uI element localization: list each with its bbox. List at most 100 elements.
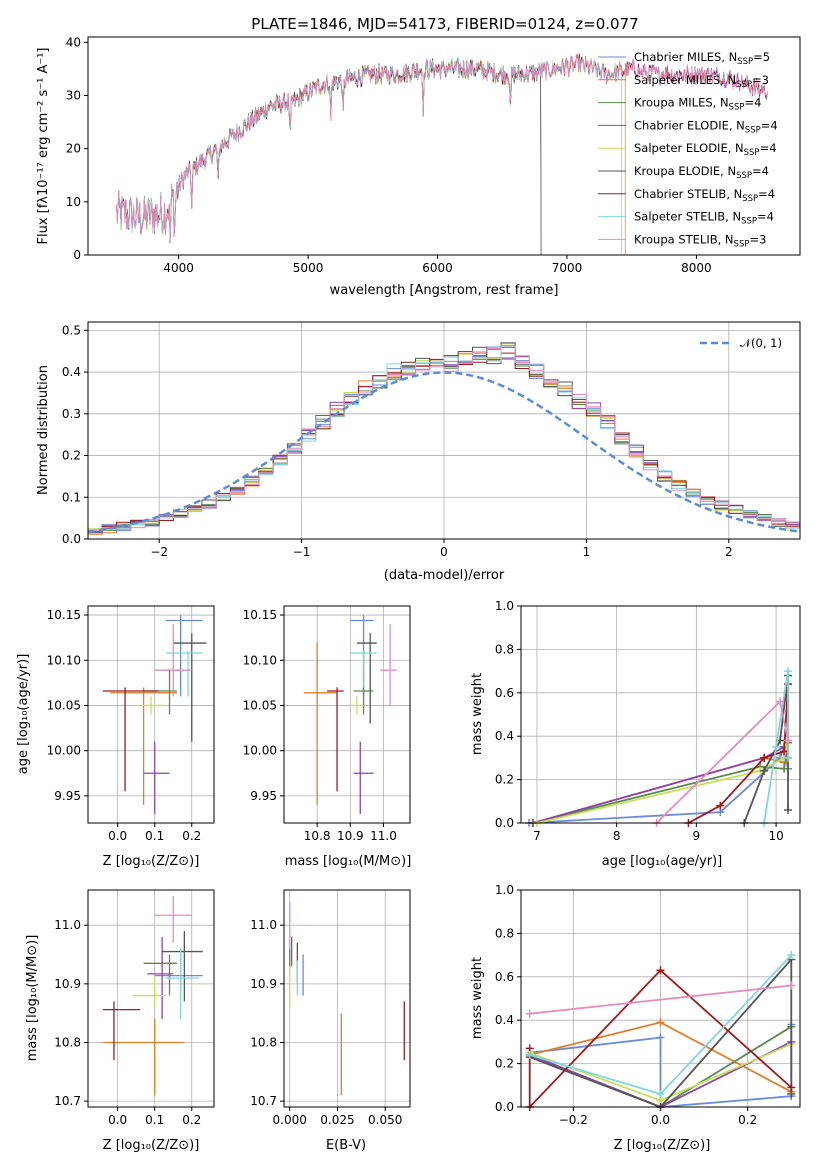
age-z-ytick-label: 10.15 bbox=[47, 608, 81, 622]
weight-age-point-marker bbox=[784, 736, 793, 745]
spectrum-legend-label: Kroupa STELIB, NSSP=3 bbox=[634, 232, 766, 249]
residual-ytick-label: 0.2 bbox=[62, 449, 81, 463]
weight-age-xlabel: age [log₁₀(age/yr)] bbox=[602, 854, 723, 869]
mass-z-xlabel: Z [log₁₀(Z/Z⊙)] bbox=[103, 1138, 200, 1153]
mass-z-ytick-label: 10.9 bbox=[54, 977, 81, 991]
mass-ebv-ytick-label: 11.0 bbox=[250, 918, 277, 932]
age-z-xlabel: Z [log₁₀(Z/Z⊙)] bbox=[103, 854, 200, 869]
weight-z-point-marker bbox=[656, 1033, 665, 1042]
weight-age-point-marker bbox=[784, 667, 793, 676]
weight-z-series-line bbox=[528, 969, 792, 1110]
residual-xtick-label: 1 bbox=[583, 545, 591, 559]
weight-age-ytick-label: 0.4 bbox=[495, 729, 514, 743]
residual-xtick-label: 0 bbox=[440, 545, 448, 559]
mass-z-ylabel: mass [log₁₀(M/M⊙)] bbox=[25, 935, 40, 1062]
residual-xlabel: (data-model)/error bbox=[384, 568, 505, 583]
spectrum-series-line bbox=[116, 55, 622, 255]
age-mass-xtick-label: 10.8 bbox=[304, 829, 331, 843]
weight-z-series-line bbox=[529, 957, 793, 1109]
residual-ytick-label: 0.1 bbox=[62, 490, 81, 504]
mass-ebv-ytick-label: 10.7 bbox=[250, 1094, 277, 1108]
residual-ytick-label: 0.4 bbox=[62, 365, 81, 379]
age-mass-ytick-label: 10.10 bbox=[243, 653, 277, 667]
spectrum-xtick-label: 5000 bbox=[293, 261, 324, 275]
weight-z-plot: −0.2 0.0 0.2 0.0 0.2 0.4 0.6 0.8 1.0 bbox=[495, 883, 801, 1127]
mass-ebv-ytick-label: 10.9 bbox=[250, 977, 277, 991]
age-z-xtick-label: 0.0 bbox=[108, 829, 127, 843]
residual-ytick-label: 0.0 bbox=[62, 532, 81, 546]
mass-z-ytick-label: 10.8 bbox=[54, 1035, 81, 1049]
spectrum-legend-label: Chabrier MILES, NSSP=5 bbox=[634, 50, 770, 67]
weight-age-xtick-label: 7 bbox=[533, 829, 541, 843]
weight-z-ytick-label: 0.8 bbox=[495, 926, 514, 940]
spectrum-xtick-label: 6000 bbox=[422, 261, 453, 275]
weight-z-point-marker bbox=[787, 981, 796, 990]
age-z-ylabel: age [log₁₀(age/yr)] bbox=[16, 654, 31, 775]
weight-z-ylabel: mass weight bbox=[470, 957, 485, 1039]
mass-ebv-plot: 0.000 0.025 0.050 10.7 10.8 10.9 11.0 bbox=[250, 889, 411, 1127]
spectrum-series-line bbox=[116, 53, 768, 240]
residual-legend: 𝒩(0, 1) bbox=[700, 336, 782, 350]
weight-age-point-marker bbox=[780, 764, 789, 773]
residual-ytick-label: 0.5 bbox=[62, 323, 81, 337]
weight-age-xtick-label: 8 bbox=[613, 829, 621, 843]
spectrum-series-line bbox=[116, 54, 626, 255]
residual-ytick-label: 0.3 bbox=[62, 407, 81, 421]
residual-ylabel: Normed distribution bbox=[36, 365, 51, 495]
weight-z-ytick-label: 0.6 bbox=[495, 970, 514, 984]
age-mass-frame bbox=[283, 605, 411, 824]
weight-z-point-marker bbox=[787, 1083, 796, 1092]
spectrum-ytick-label: 20 bbox=[66, 142, 81, 156]
mass-ebv-ytick-label: 10.8 bbox=[250, 1035, 277, 1049]
weight-z-ytick-label: 0.0 bbox=[495, 1100, 514, 1114]
mass-z-xtick-label: 0.2 bbox=[182, 1113, 201, 1127]
residual-plot: −2 −1 0 1 2 0.0 0.1 0.2 0.3 0.4 0.5 bbox=[62, 321, 801, 559]
age-z-xtick-label: 0.1 bbox=[145, 829, 164, 843]
mass-z-xtick-label: 0.0 bbox=[108, 1113, 127, 1127]
weight-age-ytick-label: 0.8 bbox=[495, 642, 514, 656]
mass-ebv-xtick-label: 0.025 bbox=[320, 1113, 354, 1127]
weight-z-xtick-label: −0.2 bbox=[559, 1113, 588, 1127]
weight-age-ytick-label: 0.2 bbox=[495, 773, 514, 787]
mass-ebv-frame bbox=[283, 889, 411, 1108]
age-z-ytick-label: 9.95 bbox=[54, 789, 81, 803]
mass-z-frame bbox=[87, 889, 215, 1108]
age-z-xtick-label: 0.2 bbox=[182, 829, 201, 843]
weight-age-point-marker bbox=[784, 805, 793, 814]
spectrum-legend-label: Kroupa ELODIE, NSSP=4 bbox=[634, 164, 769, 181]
mass-ebv-xtick-label: 0.050 bbox=[368, 1113, 402, 1127]
age-z-ytick-label: 10.10 bbox=[47, 653, 81, 667]
age-z-plot: 0.0 0.1 0.2 9.95 10.00 10.05 10.10 10.15 bbox=[47, 605, 215, 843]
age-mass-xtick-label: 11.0 bbox=[370, 829, 397, 843]
spectrum-series-line bbox=[173, 58, 542, 256]
spectrum-legend-label: Salpeter ELODIE, NSSP=4 bbox=[634, 141, 777, 158]
weight-age-point-marker bbox=[780, 747, 789, 756]
weight-age-point-marker bbox=[716, 801, 725, 810]
spectrum-xtick-label: 8000 bbox=[681, 261, 712, 275]
weight-age-xtick-label: 9 bbox=[693, 829, 701, 843]
spectrum-legend-label: Kroupa MILES, NSSP=4 bbox=[634, 96, 761, 113]
spectrum-title: PLATE=1846, MJD=54173, FIBERID=0124, z=0… bbox=[251, 15, 638, 33]
normal-reference-curve bbox=[87, 371, 801, 533]
spectrum-ylabel: Flux [fλ10⁻¹⁷ erg cm⁻² s⁻¹ A⁻¹] bbox=[36, 48, 51, 245]
weight-age-ylabel: mass weight bbox=[470, 673, 485, 755]
weight-age-xtick-label: 10 bbox=[768, 829, 783, 843]
spectrum-legend-label: Salpeter STELIB, NSSP=4 bbox=[634, 210, 774, 227]
age-mass-plot: 10.8 10.9 11.0 9.95 10.00 10.05 10.10 10.15 bbox=[243, 605, 411, 843]
spectrum-plot: 4000 5000 6000 7000 8000 0 10 20 30 40 bbox=[66, 35, 801, 275]
weight-z-frame bbox=[520, 889, 801, 1108]
age-mass-ytick-label: 10.05 bbox=[243, 698, 277, 712]
weight-z-point-marker bbox=[656, 1018, 665, 1027]
age-mass-xtick-label: 10.9 bbox=[337, 829, 364, 843]
weight-z-point-marker bbox=[525, 1050, 534, 1059]
weight-z-point-marker bbox=[656, 1089, 665, 1098]
mass-ebv-xlabel: E(B-V) bbox=[326, 1138, 366, 1153]
age-mass-ytick-label: 9.95 bbox=[250, 789, 277, 803]
age-z-ytick-label: 10.00 bbox=[47, 744, 81, 758]
weight-z-xlabel: Z [log₁₀(Z/Z⊙)] bbox=[614, 1138, 711, 1153]
weight-age-plot: 7 8 9 10 0.0 0.2 0.4 0.6 0.8 1.0 bbox=[495, 599, 801, 843]
age-mass-xlabel: mass [log₁₀(M/M⊙)] bbox=[285, 854, 412, 869]
weight-age-point-marker bbox=[760, 766, 769, 775]
weight-z-ytick-label: 0.4 bbox=[495, 1013, 514, 1027]
spectrum-ytick-label: 30 bbox=[66, 88, 81, 102]
